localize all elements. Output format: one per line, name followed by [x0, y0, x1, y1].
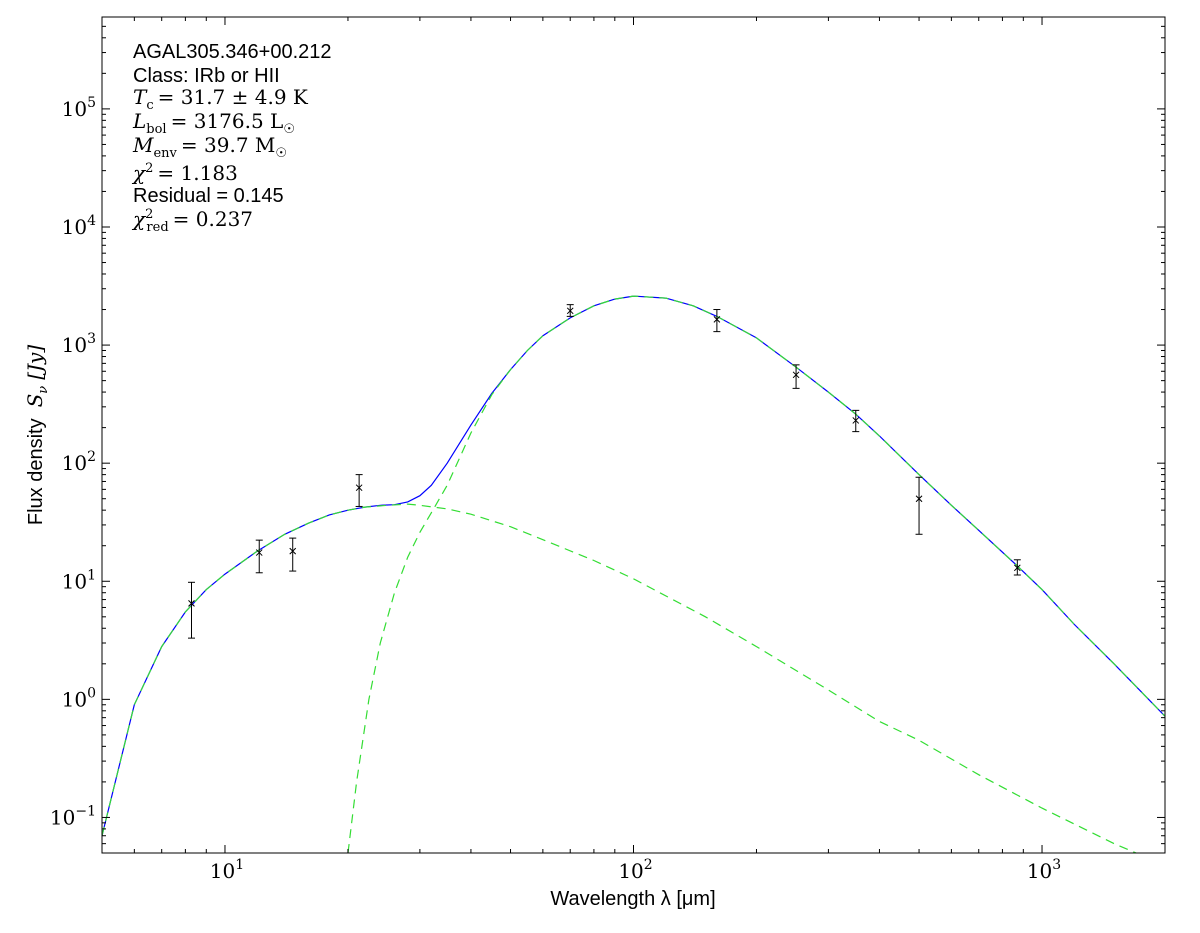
x-tick-label: 101 — [210, 857, 244, 883]
data-point — [355, 474, 363, 507]
x-tick-label: 102 — [618, 857, 652, 883]
chi2-line: χ2 = 1.183 — [131, 161, 238, 185]
data-point — [566, 304, 574, 317]
y-tick-label: 101 — [62, 567, 96, 593]
x-marker — [188, 600, 195, 607]
y-tick-label: 104 — [62, 213, 96, 239]
axis-ticks: 101 102 103 10−1 100 101 102 103 104 105 — [50, 16, 1166, 883]
data-point — [713, 309, 721, 333]
source-class: Class: IRb or HII — [133, 65, 280, 87]
y-tick-label: 10−1 — [50, 803, 96, 829]
residual-line: Residual = 0.145 — [133, 185, 284, 207]
source-name: AGAL305.346+00.212 — [133, 41, 332, 63]
y-tick-label: 100 — [62, 685, 96, 711]
x-marker — [915, 495, 923, 503]
hot-component-curve — [102, 503, 1137, 853]
data-point — [289, 537, 297, 572]
data-point — [915, 476, 923, 535]
y-tick-label: 105 — [62, 95, 96, 121]
x-tick-label: 103 — [1027, 857, 1061, 883]
y-tick-label: 102 — [62, 449, 96, 475]
y-tick-label: 103 — [62, 331, 96, 357]
x-axis-label: Wavelength λ [μm] — [550, 888, 715, 910]
fit-curves — [102, 295, 1165, 853]
x-marker — [852, 417, 860, 424]
cold-component-curve — [347, 295, 1165, 853]
temperature-line: Tc = 31.7 ± 4.9 K — [133, 85, 309, 113]
x-marker — [566, 307, 574, 315]
x-marker — [713, 316, 721, 323]
chi2-reduced-line: χ2 red = 0.237 — [131, 207, 253, 235]
data-point — [792, 364, 800, 389]
y-axis-label: Flux density Sν[Jy] — [23, 345, 51, 525]
data-point — [255, 539, 263, 574]
data-points — [187, 304, 1021, 639]
x-marker — [1013, 564, 1021, 572]
x-marker — [289, 547, 297, 555]
data-point — [852, 409, 860, 433]
x-marker — [255, 549, 263, 556]
luminosity-line: Lbol = 3176.5 L☉ — [132, 109, 295, 137]
x-marker — [792, 371, 800, 379]
mass-line: Menv = 39.7 M☉ — [132, 133, 287, 161]
fit-annotations: AGAL305.346+00.212 Class: IRb or HII Tc =… — [131, 41, 332, 235]
data-point — [187, 581, 195, 639]
data-point — [1013, 559, 1021, 576]
x-marker — [355, 484, 363, 492]
